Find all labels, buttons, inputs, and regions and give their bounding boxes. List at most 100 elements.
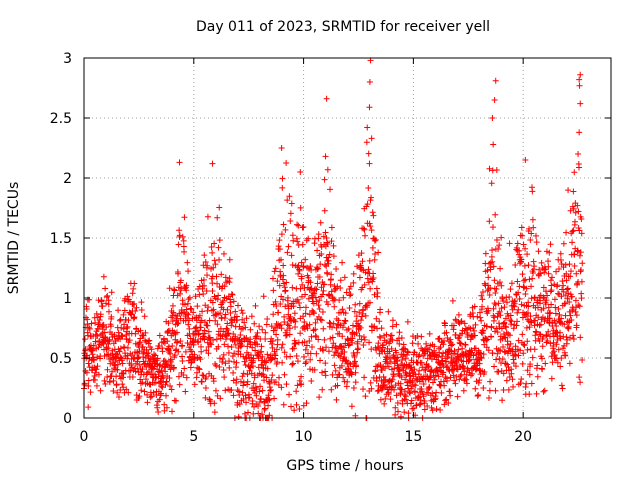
data-point	[421, 406, 428, 413]
data-point	[129, 373, 136, 380]
data-point	[110, 387, 117, 394]
data-point	[166, 375, 173, 382]
data-point	[164, 338, 171, 345]
data-point	[129, 352, 136, 359]
data-point	[491, 277, 498, 284]
data-point	[139, 366, 146, 373]
data-point	[264, 351, 271, 358]
data-point	[466, 369, 473, 376]
data-point	[175, 270, 182, 277]
data-point	[548, 375, 555, 382]
data-point	[240, 382, 247, 389]
data-point	[181, 214, 188, 221]
data-point	[273, 302, 280, 309]
data-point	[514, 309, 521, 316]
data-point	[256, 323, 263, 330]
data-point	[265, 392, 272, 399]
data-point	[452, 380, 459, 387]
data-point	[369, 209, 376, 216]
data-point	[561, 300, 568, 307]
data-point	[555, 266, 562, 273]
data-point	[230, 358, 237, 365]
data-point	[567, 207, 574, 214]
data-point	[444, 377, 451, 384]
data-point	[516, 247, 523, 254]
data-point	[155, 368, 162, 375]
data-point	[401, 388, 408, 395]
data-point	[357, 262, 364, 269]
data-point	[366, 220, 373, 227]
data-point	[243, 399, 250, 406]
data-point	[147, 394, 154, 401]
data-point	[313, 350, 320, 357]
data-point	[208, 243, 215, 250]
data-point	[544, 292, 551, 299]
data-point	[356, 300, 363, 307]
data-point	[366, 299, 373, 306]
data-point	[282, 332, 289, 339]
data-point	[243, 334, 250, 341]
data-point	[208, 341, 215, 348]
data-point	[543, 331, 550, 338]
data-point	[106, 337, 113, 344]
data-point	[205, 350, 212, 357]
data-point	[124, 344, 131, 351]
data-point	[515, 352, 522, 359]
data-point	[398, 335, 405, 342]
data-point	[227, 303, 234, 310]
data-point	[294, 358, 301, 365]
data-point	[193, 369, 200, 376]
data-point	[295, 222, 302, 229]
data-point	[216, 204, 223, 211]
data-point	[161, 357, 168, 364]
data-point	[393, 349, 400, 356]
data-point	[578, 295, 585, 302]
data-point	[577, 100, 584, 107]
data-point	[514, 318, 521, 325]
data-point	[202, 319, 209, 326]
data-point	[163, 360, 170, 367]
data-point	[225, 293, 232, 300]
data-point	[277, 321, 284, 328]
data-point	[520, 241, 527, 248]
data-point	[312, 319, 319, 326]
data-point	[155, 373, 162, 380]
data-point	[276, 282, 283, 289]
data-point	[504, 299, 511, 306]
data-point	[534, 304, 541, 311]
data-point	[406, 389, 413, 396]
data-point	[397, 413, 404, 420]
data-point	[204, 213, 211, 220]
data-point	[318, 317, 325, 324]
data-point	[521, 284, 528, 291]
data-point	[136, 348, 143, 355]
data-point	[273, 331, 280, 338]
data-point	[361, 281, 368, 288]
data-point	[361, 374, 368, 381]
data-point	[313, 286, 320, 293]
data-point	[278, 145, 285, 151]
data-point	[231, 350, 238, 357]
data-point	[557, 257, 564, 264]
data-point	[461, 375, 468, 382]
data-point	[571, 218, 578, 225]
data-point	[455, 346, 462, 353]
data-point	[350, 385, 357, 392]
data-point	[352, 379, 359, 386]
data-point	[536, 331, 543, 338]
data-point	[451, 377, 458, 384]
data-point	[307, 263, 314, 270]
data-point	[283, 279, 290, 286]
data-point	[399, 357, 406, 364]
data-point	[524, 346, 531, 353]
data-point	[375, 387, 382, 394]
data-point	[163, 404, 170, 411]
data-point	[393, 321, 400, 328]
data-point	[432, 372, 439, 379]
data-point	[377, 306, 384, 313]
data-point	[206, 317, 213, 324]
data-point	[255, 403, 262, 410]
data-point	[213, 336, 220, 343]
data-point	[333, 324, 340, 331]
